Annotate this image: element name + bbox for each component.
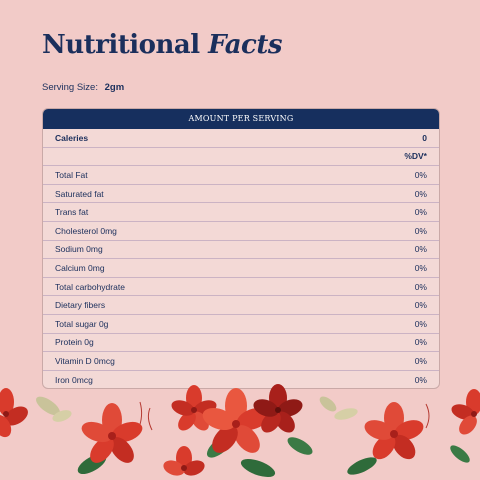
title-regular: Nutritional xyxy=(42,30,200,60)
calories-value: 0 xyxy=(422,132,427,143)
row-value: 0% xyxy=(414,244,427,255)
row-label: Iron 0mcg xyxy=(55,374,93,385)
table-row: Trans fat 0% xyxy=(43,203,439,222)
row-label: Protein 0g xyxy=(55,337,94,348)
page-title: Nutritional Facts xyxy=(42,30,283,60)
flower-icon xyxy=(0,388,28,438)
row-value: 0% xyxy=(414,262,427,273)
serving-size: Serving Size: 2gm xyxy=(42,82,124,93)
dv-label: %DV* xyxy=(404,151,427,162)
row-label: Total carbohydrate xyxy=(55,281,125,292)
leaf-icon xyxy=(287,437,313,455)
table-row: Protein 0g 0% xyxy=(43,334,439,353)
table-row: Sodium 0mg 0% xyxy=(43,241,439,260)
row-value: 0% xyxy=(414,207,427,218)
row-value: 0% xyxy=(414,169,427,180)
row-label: Trans fat xyxy=(55,207,89,218)
leaf-icon xyxy=(319,396,337,412)
row-value: 0% xyxy=(414,225,427,236)
floral-border xyxy=(0,384,480,478)
row-label: Calcium 0mg xyxy=(55,262,105,273)
row-label: Sodium 0mg xyxy=(55,244,103,255)
serving-size-label: Serving Size: xyxy=(42,82,98,93)
flower-icon xyxy=(171,385,217,431)
row-label: Total sugar 0g xyxy=(55,318,109,329)
flower-icon xyxy=(253,384,303,433)
leaf-icon xyxy=(240,458,276,478)
row-value: 0% xyxy=(414,374,427,385)
leaf-icon xyxy=(36,396,60,416)
flower-icon xyxy=(364,402,424,460)
row-value: 0% xyxy=(414,337,427,348)
row-value: 0% xyxy=(414,188,427,199)
dv-row: %DV* xyxy=(43,148,439,167)
calories-row: Caleries 0 xyxy=(43,129,439,148)
table-header: AMOUNT PER SERVING xyxy=(43,109,439,129)
row-label: Saturated fat xyxy=(55,188,104,199)
flower-icon xyxy=(451,389,480,435)
row-label: Dietary fibers xyxy=(55,300,106,311)
row-value: 0% xyxy=(414,300,427,311)
leaf-icon xyxy=(347,457,377,475)
table-row: Calcium 0mg 0% xyxy=(43,259,439,278)
leaf-icon xyxy=(52,410,72,422)
table-row: Cholesterol 0mg 0% xyxy=(43,222,439,241)
row-label: Vitamin D 0mcg xyxy=(55,355,115,366)
table-row: Total sugar 0g 0% xyxy=(43,315,439,334)
table-row: Vitamin D 0mcg 0% xyxy=(43,352,439,371)
table-row: Total carbohydrate 0% xyxy=(43,278,439,297)
calories-label: Caleries xyxy=(55,132,89,143)
table-row: Dietary fibers 0% xyxy=(43,296,439,315)
row-value: 0% xyxy=(414,355,427,366)
leaf-icon xyxy=(450,445,470,463)
serving-size-value: 2gm xyxy=(104,82,125,93)
table-row: Saturated fat 0% xyxy=(43,185,439,204)
nutrition-table: AMOUNT PER SERVING Caleries 0 %DV* Total… xyxy=(42,108,440,390)
row-label: Total Fat xyxy=(55,169,88,180)
row-value: 0% xyxy=(414,318,427,329)
table-row: Total Fat 0% xyxy=(43,166,439,185)
leaf-icon xyxy=(334,408,358,420)
title-italic: Facts xyxy=(208,30,283,60)
flower-icon xyxy=(163,446,205,476)
row-label: Cholesterol 0mg xyxy=(55,225,117,236)
flower-icon xyxy=(81,403,143,463)
row-value: 0% xyxy=(414,281,427,292)
table-row: Iron 0mcg 0% xyxy=(43,371,439,389)
